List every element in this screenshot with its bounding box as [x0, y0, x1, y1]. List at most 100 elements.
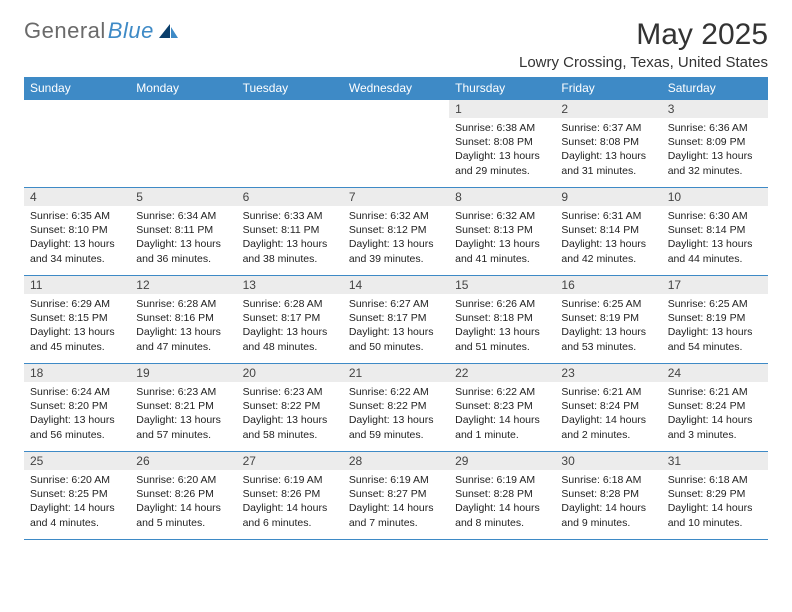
sunset-text: Sunset: 8:18 PM	[455, 311, 549, 325]
calendar-cell: 30Sunrise: 6:18 AMSunset: 8:28 PMDayligh…	[555, 452, 661, 540]
day-details: Sunrise: 6:32 AMSunset: 8:12 PMDaylight:…	[343, 206, 449, 270]
daylight-text: Daylight: 13 hours and 29 minutes.	[455, 149, 549, 177]
day-details: Sunrise: 6:19 AMSunset: 8:27 PMDaylight:…	[343, 470, 449, 534]
day-number: 29	[449, 452, 555, 470]
calendar-week-row: 25Sunrise: 6:20 AMSunset: 8:25 PMDayligh…	[24, 452, 768, 540]
day-number: 3	[662, 100, 768, 118]
calendar-cell: 2Sunrise: 6:37 AMSunset: 8:08 PMDaylight…	[555, 100, 661, 188]
day-number: 23	[555, 364, 661, 382]
daylight-text: Daylight: 13 hours and 34 minutes.	[30, 237, 124, 265]
calendar-cell	[24, 100, 130, 188]
calendar-cell: 27Sunrise: 6:19 AMSunset: 8:26 PMDayligh…	[237, 452, 343, 540]
sunrise-text: Sunrise: 6:33 AM	[243, 209, 337, 223]
calendar-cell: 9Sunrise: 6:31 AMSunset: 8:14 PMDaylight…	[555, 188, 661, 276]
logo: General Blue	[24, 18, 180, 44]
sunrise-text: Sunrise: 6:37 AM	[561, 121, 655, 135]
calendar-cell: 8Sunrise: 6:32 AMSunset: 8:13 PMDaylight…	[449, 188, 555, 276]
sunrise-text: Sunrise: 6:32 AM	[455, 209, 549, 223]
sunrise-text: Sunrise: 6:23 AM	[243, 385, 337, 399]
location-text: Lowry Crossing, Texas, United States	[519, 54, 768, 71]
sunset-text: Sunset: 8:14 PM	[668, 223, 762, 237]
sunset-text: Sunset: 8:21 PM	[136, 399, 230, 413]
day-number: 22	[449, 364, 555, 382]
day-details: Sunrise: 6:22 AMSunset: 8:22 PMDaylight:…	[343, 382, 449, 446]
sunset-text: Sunset: 8:22 PM	[349, 399, 443, 413]
daylight-text: Daylight: 14 hours and 7 minutes.	[349, 501, 443, 529]
logo-sail-icon	[158, 22, 180, 40]
daylight-text: Daylight: 13 hours and 41 minutes.	[455, 237, 549, 265]
day-details: Sunrise: 6:20 AMSunset: 8:26 PMDaylight:…	[130, 470, 236, 534]
day-details: Sunrise: 6:19 AMSunset: 8:28 PMDaylight:…	[449, 470, 555, 534]
day-details: Sunrise: 6:28 AMSunset: 8:16 PMDaylight:…	[130, 294, 236, 358]
day-details: Sunrise: 6:31 AMSunset: 8:14 PMDaylight:…	[555, 206, 661, 270]
calendar-cell: 10Sunrise: 6:30 AMSunset: 8:14 PMDayligh…	[662, 188, 768, 276]
calendar-cell: 25Sunrise: 6:20 AMSunset: 8:25 PMDayligh…	[24, 452, 130, 540]
calendar-cell: 23Sunrise: 6:21 AMSunset: 8:24 PMDayligh…	[555, 364, 661, 452]
calendar-cell: 17Sunrise: 6:25 AMSunset: 8:19 PMDayligh…	[662, 276, 768, 364]
day-details: Sunrise: 6:28 AMSunset: 8:17 PMDaylight:…	[237, 294, 343, 358]
day-header: Saturday	[662, 77, 768, 100]
sunrise-text: Sunrise: 6:31 AM	[561, 209, 655, 223]
sunset-text: Sunset: 8:19 PM	[668, 311, 762, 325]
day-details: Sunrise: 6:19 AMSunset: 8:26 PMDaylight:…	[237, 470, 343, 534]
daylight-text: Daylight: 13 hours and 48 minutes.	[243, 325, 337, 353]
daylight-text: Daylight: 14 hours and 2 minutes.	[561, 413, 655, 441]
calendar-cell: 7Sunrise: 6:32 AMSunset: 8:12 PMDaylight…	[343, 188, 449, 276]
day-details: Sunrise: 6:33 AMSunset: 8:11 PMDaylight:…	[237, 206, 343, 270]
sunset-text: Sunset: 8:13 PM	[455, 223, 549, 237]
daylight-text: Daylight: 13 hours and 58 minutes.	[243, 413, 337, 441]
day-number: 11	[24, 276, 130, 294]
sunset-text: Sunset: 8:17 PM	[243, 311, 337, 325]
calendar-cell	[130, 100, 236, 188]
sunrise-text: Sunrise: 6:20 AM	[136, 473, 230, 487]
day-number: 14	[343, 276, 449, 294]
sunset-text: Sunset: 8:24 PM	[668, 399, 762, 413]
logo-text-a: General	[24, 18, 106, 44]
day-number: 19	[130, 364, 236, 382]
calendar-week-row: 11Sunrise: 6:29 AMSunset: 8:15 PMDayligh…	[24, 276, 768, 364]
sunset-text: Sunset: 8:20 PM	[30, 399, 124, 413]
calendar-cell: 6Sunrise: 6:33 AMSunset: 8:11 PMDaylight…	[237, 188, 343, 276]
sunset-text: Sunset: 8:28 PM	[455, 487, 549, 501]
sunset-text: Sunset: 8:14 PM	[561, 223, 655, 237]
day-number: 28	[343, 452, 449, 470]
sunrise-text: Sunrise: 6:18 AM	[668, 473, 762, 487]
daylight-text: Daylight: 14 hours and 10 minutes.	[668, 501, 762, 529]
day-number: 5	[130, 188, 236, 206]
day-details: Sunrise: 6:22 AMSunset: 8:23 PMDaylight:…	[449, 382, 555, 446]
day-details: Sunrise: 6:23 AMSunset: 8:22 PMDaylight:…	[237, 382, 343, 446]
day-details: Sunrise: 6:24 AMSunset: 8:20 PMDaylight:…	[24, 382, 130, 446]
day-number: 16	[555, 276, 661, 294]
sunrise-text: Sunrise: 6:25 AM	[668, 297, 762, 311]
sunset-text: Sunset: 8:08 PM	[455, 135, 549, 149]
sunrise-text: Sunrise: 6:34 AM	[136, 209, 230, 223]
calendar-cell	[237, 100, 343, 188]
daylight-text: Daylight: 14 hours and 6 minutes.	[243, 501, 337, 529]
sunset-text: Sunset: 8:12 PM	[349, 223, 443, 237]
header-bar: General Blue May 2025 Lowry Crossing, Te…	[24, 18, 768, 71]
day-number: 2	[555, 100, 661, 118]
daylight-text: Daylight: 13 hours and 56 minutes.	[30, 413, 124, 441]
day-details: Sunrise: 6:37 AMSunset: 8:08 PMDaylight:…	[555, 118, 661, 182]
day-details: Sunrise: 6:36 AMSunset: 8:09 PMDaylight:…	[662, 118, 768, 182]
calendar-cell: 21Sunrise: 6:22 AMSunset: 8:22 PMDayligh…	[343, 364, 449, 452]
calendar-cell: 13Sunrise: 6:28 AMSunset: 8:17 PMDayligh…	[237, 276, 343, 364]
sunrise-text: Sunrise: 6:20 AM	[30, 473, 124, 487]
sunset-text: Sunset: 8:16 PM	[136, 311, 230, 325]
daylight-text: Daylight: 14 hours and 5 minutes.	[136, 501, 230, 529]
calendar-cell: 16Sunrise: 6:25 AMSunset: 8:19 PMDayligh…	[555, 276, 661, 364]
sunset-text: Sunset: 8:17 PM	[349, 311, 443, 325]
sunrise-text: Sunrise: 6:23 AM	[136, 385, 230, 399]
day-header: Wednesday	[343, 77, 449, 100]
daylight-text: Daylight: 13 hours and 38 minutes.	[243, 237, 337, 265]
day-number: 31	[662, 452, 768, 470]
calendar-cell: 4Sunrise: 6:35 AMSunset: 8:10 PMDaylight…	[24, 188, 130, 276]
sunrise-text: Sunrise: 6:18 AM	[561, 473, 655, 487]
sunrise-text: Sunrise: 6:21 AM	[561, 385, 655, 399]
day-number: 24	[662, 364, 768, 382]
day-number: 25	[24, 452, 130, 470]
day-number: 30	[555, 452, 661, 470]
day-details: Sunrise: 6:23 AMSunset: 8:21 PMDaylight:…	[130, 382, 236, 446]
calendar-cell: 3Sunrise: 6:36 AMSunset: 8:09 PMDaylight…	[662, 100, 768, 188]
sunrise-text: Sunrise: 6:22 AM	[349, 385, 443, 399]
